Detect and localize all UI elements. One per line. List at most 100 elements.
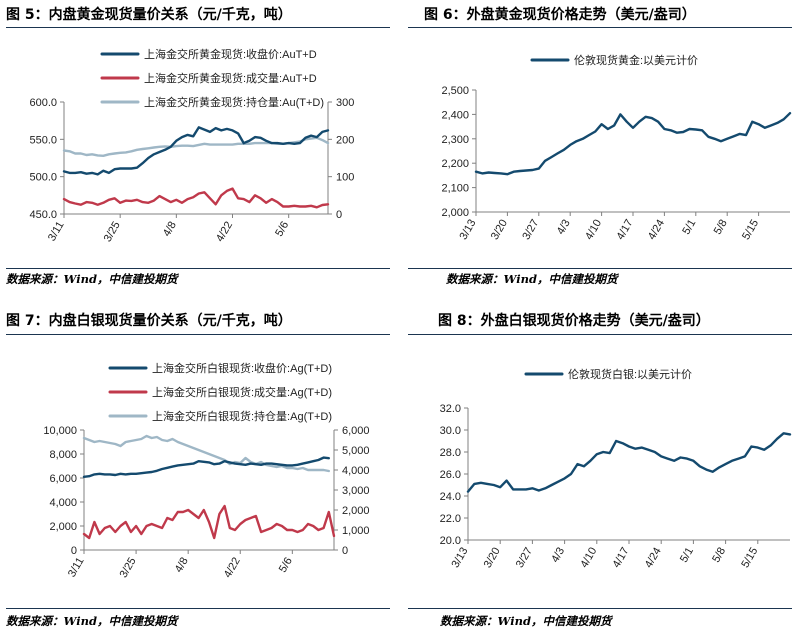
x-tick-label: 5/8: [712, 218, 730, 237]
figure-8-bottom-rule: [408, 608, 792, 609]
legend-label: 上海金交所白银现货:持仓量:Ag(T+D): [152, 409, 332, 423]
y-tick-label: 24.0: [440, 491, 461, 503]
y2-tick-label: 2,000: [342, 505, 370, 517]
y-tick-label: 600.0: [29, 97, 57, 109]
y-tick-label: 26.0: [440, 469, 461, 481]
figure-7-title: 图 7：内盘白银现货量价关系（元/千克，吨）: [6, 313, 292, 329]
legend-label: 上海金交所黄金现货:成交量:AuT+D: [144, 71, 317, 85]
y2-tick-label: 300: [336, 97, 354, 109]
y-tick-label: 2,500: [441, 85, 469, 97]
legend-label: 伦敦现货白银:以美元计价: [568, 367, 692, 381]
y2-tick-label: 1,000: [342, 525, 370, 537]
y-tick-label: 2,400: [441, 109, 469, 121]
figure-8-title-rule: [408, 334, 792, 335]
figure-7-source: 数据来源：Wind，中信建投期货: [6, 614, 178, 628]
series-line: [62, 126, 330, 176]
x-tick-label: 4/8: [173, 556, 191, 575]
figure-8-source: 数据来源：Wind，中信建投期货: [440, 614, 612, 628]
series-line: [62, 187, 330, 209]
x-tick-label: 3/20: [489, 218, 510, 243]
x-tick-label: 4/24: [646, 218, 667, 243]
y2-tick-label: 100: [336, 172, 354, 184]
figure-7-chart: 0 2,000 4,000 6,000 8,000 10,000 0 1,000 2,000 3,…: [43, 361, 370, 581]
x-tick-label: 5/1: [678, 546, 696, 565]
x-tick-label: 4/17: [610, 546, 631, 571]
figure-5-source: 数据来源：Wind，中信建投期货: [6, 272, 178, 286]
y-tick-label: 20.0: [440, 535, 461, 547]
y2-tick-label: 5,000: [342, 445, 370, 457]
y2-tick-label: 0: [336, 209, 342, 221]
series-line: [82, 504, 336, 540]
figure-6-title: 图 6：外盘黄金现货价格走势（美元/盎司）: [424, 7, 696, 23]
figure-7-bottom-rule: [6, 608, 390, 609]
figure-5-bottom-rule: [6, 268, 390, 269]
x-tick-label: 3/20: [482, 546, 503, 571]
y2-tick-label: 0: [342, 545, 348, 557]
x-tick-label: 4/10: [578, 546, 599, 571]
x-tick-label: 5/6: [277, 556, 295, 575]
figure-6-title-rule: [408, 27, 792, 28]
series-line: [474, 111, 792, 176]
y-tick-label: 500.0: [29, 172, 57, 184]
y2-tick-label: 6,000: [342, 425, 370, 437]
y2-tick-label: 3,000: [342, 485, 370, 497]
y-tick-label: 30.0: [440, 425, 461, 437]
y-tick-label: 2,000: [441, 207, 469, 219]
x-tick-label: 5/1: [680, 218, 698, 237]
figure-8-panel: 图 8：外盘白银现货价格走势（美元/盎司） 20.0 22.0 24.0 26.0 28…: [408, 310, 792, 634]
series-line: [62, 136, 330, 158]
x-tick-label: 5/8: [710, 546, 728, 565]
x-tick-label: 4/10: [583, 218, 604, 243]
y-tick-label: 2,200: [441, 158, 469, 170]
figure-6-chart: 2,000 2,100 2,200 2,300 2,400 2,500 3/13 3/20 3/…: [441, 53, 792, 243]
x-tick-label: 3/13: [449, 546, 470, 571]
x-tick-label: 4/8: [161, 220, 179, 239]
x-tick-label: 3/25: [102, 220, 123, 245]
series-line: [82, 456, 330, 479]
y-tick-label: 4,000: [49, 497, 77, 509]
legend-label: 上海金交所黄金现货:收盘价:AuT+D: [144, 47, 317, 61]
x-tick-label: 5/15: [739, 546, 760, 571]
y-tick-label: 0: [71, 545, 77, 557]
figure-6-bottom-rule: [408, 268, 792, 269]
x-tick-label: 5/6: [273, 220, 291, 239]
x-tick-label: 4/24: [643, 546, 664, 571]
x-tick-label: 4/17: [614, 218, 635, 243]
figure-7-title-rule: [6, 334, 390, 335]
y-tick-label: 6,000: [49, 473, 77, 485]
x-tick-label: 3/25: [118, 556, 139, 581]
figure-5-chart: 450.0 500.0 550.0 600.0 0 100 200 300 3/11 3/25 4/…: [29, 47, 354, 245]
x-tick-label: 3/11: [46, 220, 67, 244]
x-tick-label: 3/27: [520, 218, 541, 243]
figure-7-panel: 图 7：内盘白银现货量价关系（元/千克，吨） 0 2,000 4,000 6,000 8…: [6, 310, 390, 634]
legend-label: 伦敦现货黄金:以美元计价: [574, 53, 698, 67]
x-tick-label: 4/22: [214, 220, 235, 245]
figure-6-source: 数据来源：Wind，中信建投期货: [446, 272, 618, 286]
x-tick-label: 3/27: [514, 546, 535, 571]
series-line: [82, 434, 330, 473]
legend-label: 上海金交所黄金现货:持仓量:Au(T+D): [144, 95, 324, 109]
figure-8-chart: 20.0 22.0 24.0 26.0 28.0 30.0 32.0 3/13 3/20 3/27…: [440, 367, 792, 571]
legend-label: 上海金交所白银现货:收盘价:Ag(T+D): [152, 361, 332, 375]
y2-tick-label: 200: [336, 134, 354, 146]
figure-5-panel: 图 5：内盘黄金现货量价关系（元/千克，吨） 450.0 500.0 550.0 60…: [6, 4, 390, 310]
figure-5-title-rule: [6, 27, 390, 28]
y-tick-label: 450.0: [29, 209, 57, 221]
y-tick-label: 550.0: [29, 134, 57, 146]
x-tick-label: 3/13: [457, 218, 478, 243]
y2-tick-label: 4,000: [342, 465, 370, 477]
legend-label: 上海金交所白银现货:成交量:Ag(T+D): [152, 385, 332, 399]
series-line: [466, 432, 792, 493]
x-tick-label: 5/15: [740, 218, 761, 243]
y-tick-label: 10,000: [43, 425, 77, 437]
figure-6-panel: 图 6：外盘黄金现货价格走势（美元/盎司） 2,000 2,100 2,200 2,3…: [408, 4, 792, 310]
y-tick-label: 28.0: [440, 447, 461, 459]
y-tick-label: 2,100: [441, 183, 469, 195]
y-tick-label: 2,300: [441, 134, 469, 146]
y-tick-label: 8,000: [49, 449, 77, 461]
x-tick-label: 3/11: [66, 556, 87, 580]
x-tick-label: 4/3: [555, 218, 573, 237]
x-tick-label: 4/3: [549, 546, 567, 565]
figure-5-title: 图 5：内盘黄金现货量价关系（元/千克，吨）: [6, 7, 292, 23]
y-tick-label: 2,000: [49, 521, 77, 533]
